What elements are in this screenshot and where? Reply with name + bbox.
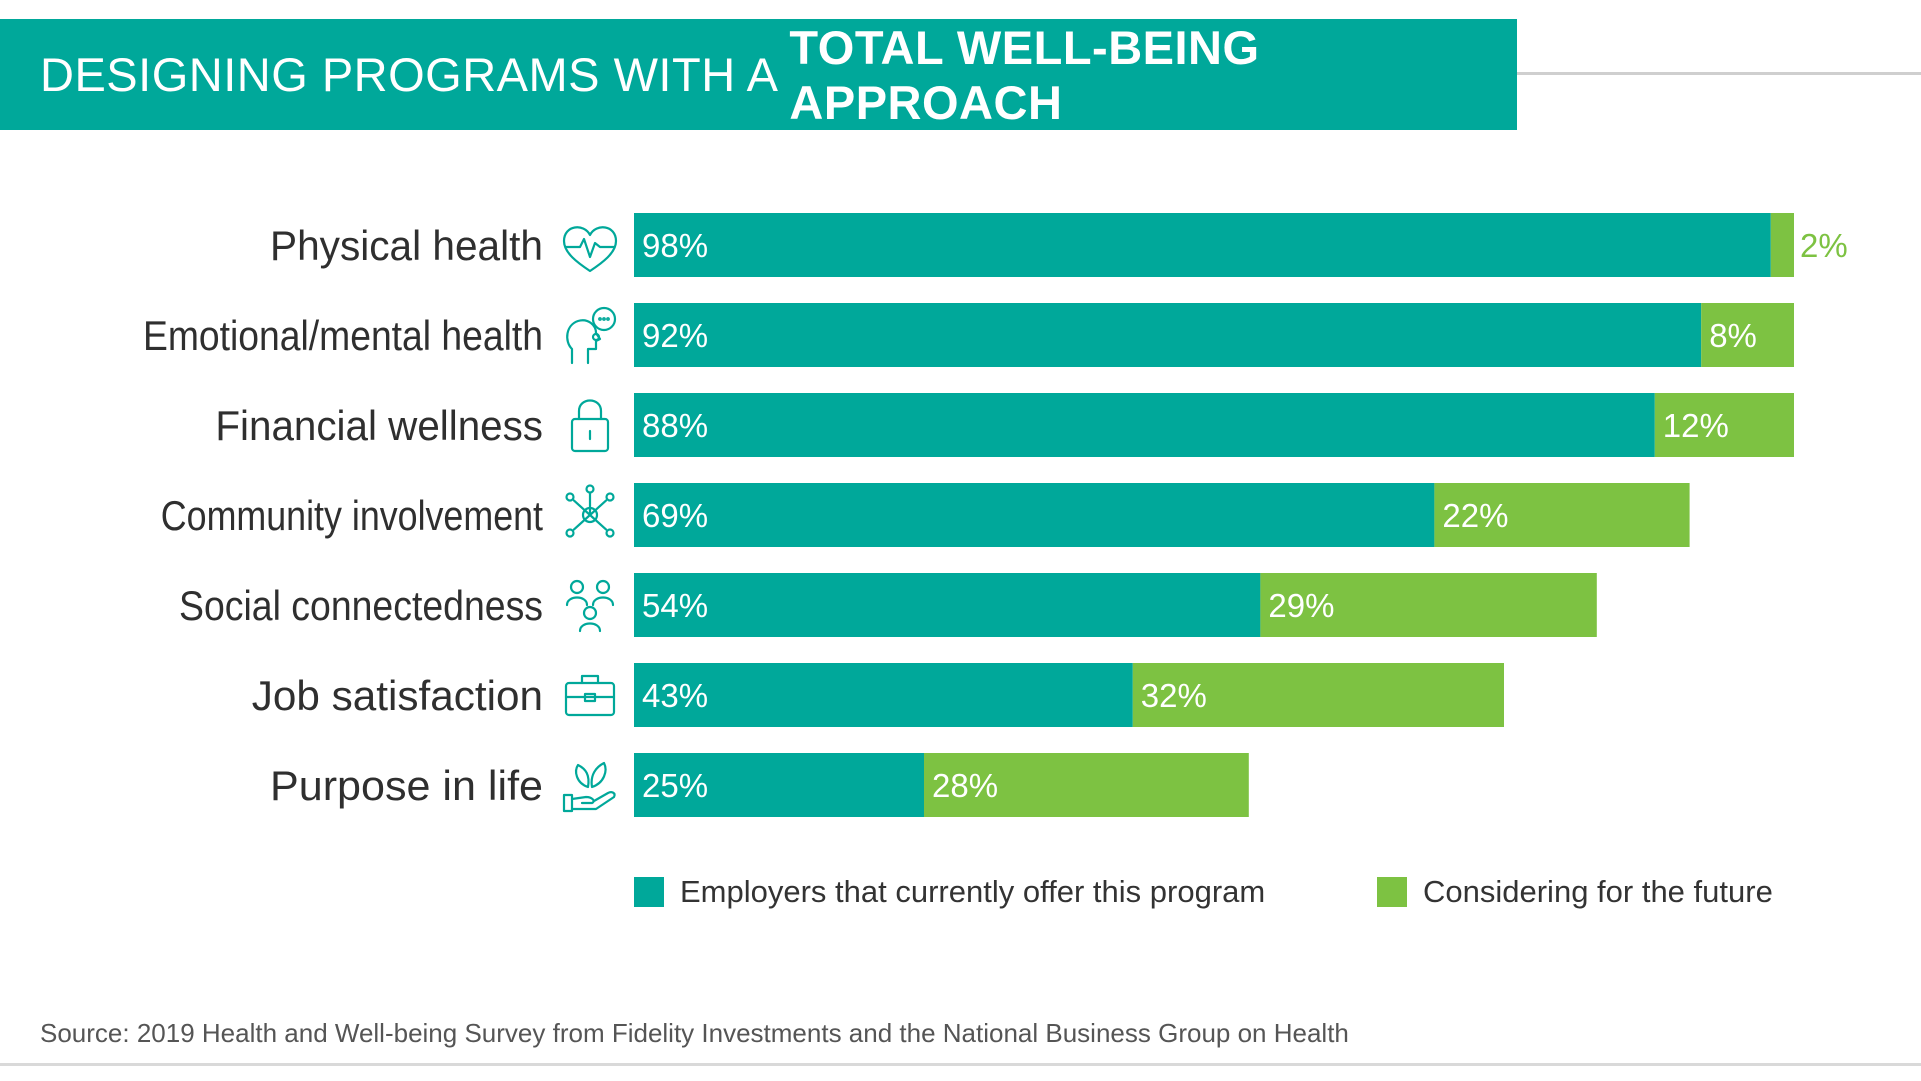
value-label-current-job-satisfaction: 43% xyxy=(642,677,708,714)
title-rule xyxy=(1517,72,1921,75)
category-label-purpose-in-life: Purpose in life xyxy=(270,762,543,809)
bar-current-purpose-in-life xyxy=(634,753,924,817)
bar-future-job-satisfaction xyxy=(1132,663,1504,727)
legend-label-future: Considering for the future xyxy=(1423,874,1773,909)
title-bold: TOTAL WELL-BEING APPROACH xyxy=(789,20,1260,129)
hand-leaf-icon xyxy=(562,761,616,813)
value-label-future-job-satisfaction: 32% xyxy=(1141,677,1207,714)
legend-swatch-current xyxy=(634,877,664,907)
value-label-current-community-involvement: 69% xyxy=(642,497,708,534)
value-label-future-community-involvement: 22% xyxy=(1442,497,1508,534)
thought-bubble-head-icon xyxy=(566,306,617,365)
title-light: DESIGNING PROGRAMS WITH A xyxy=(40,48,790,101)
bar-chart: Physical health 98% 2% Emotional/mental hea… xyxy=(143,213,1848,817)
value-label-current-purpose-in-life: 25% xyxy=(642,767,708,804)
bar-current-financial-wellness xyxy=(634,393,1655,457)
bar-future-community-involvement xyxy=(1434,483,1690,547)
network-icon xyxy=(565,484,615,538)
heart-pulse-icon xyxy=(562,226,618,273)
value-label-current-social-connectedness: 54% xyxy=(642,587,708,624)
source-note: Source: 2019 Health and Well-being Surve… xyxy=(40,1018,1349,1048)
bar-future-emotional-mental-health xyxy=(1701,303,1794,367)
category-label-community-involvement: Community involvement xyxy=(161,492,543,539)
category-label-emotional-mental-health: Emotional/mental health xyxy=(143,312,543,359)
value-label-current-financial-wellness: 88% xyxy=(642,407,708,444)
people-group-icon xyxy=(565,579,615,633)
legend-item-current: Employers that currently offer this prog… xyxy=(634,874,1265,910)
value-label-future-financial-wellness: 12% xyxy=(1663,407,1729,444)
bottom-rule xyxy=(0,1063,1921,1066)
bar-current-social-connectedness xyxy=(634,573,1261,637)
bar-current-job-satisfaction xyxy=(634,663,1133,727)
bar-current-emotional-mental-health xyxy=(634,303,1702,367)
value-label-future-purpose-in-life: 28% xyxy=(932,767,998,804)
category-label-social-connectedness: Social connectedness xyxy=(179,582,543,629)
legend-swatch-future xyxy=(1377,877,1407,907)
bar-current-community-involvement xyxy=(634,483,1435,547)
bar-future-social-connectedness xyxy=(1260,573,1597,637)
briefcase-icon xyxy=(564,674,616,717)
title-banner: DESIGNING PROGRAMS WITH A TOTAL WELL-BEI… xyxy=(0,19,1517,130)
bar-current-physical-health xyxy=(634,213,1771,277)
lock-icon xyxy=(570,399,610,453)
value-label-current-physical-health: 98% xyxy=(642,227,708,264)
value-label-current-emotional-mental-health: 92% xyxy=(642,317,708,354)
category-label-physical-health: Physical health xyxy=(270,222,543,269)
value-label-future-physical-health: 2% xyxy=(1800,227,1848,264)
legend-label-current: Employers that currently offer this prog… xyxy=(680,874,1266,909)
category-label-financial-wellness: Financial wellness xyxy=(215,402,543,449)
bar-future-financial-wellness xyxy=(1654,393,1794,457)
category-label-job-satisfaction: Job satisfaction xyxy=(252,672,543,719)
value-label-future-emotional-mental-health: 8% xyxy=(1709,317,1757,354)
bar-future-physical-health xyxy=(1770,213,1794,277)
bar-future-purpose-in-life xyxy=(924,753,1249,817)
legend-item-future: Considering for the future xyxy=(1377,874,1773,910)
value-label-future-social-connectedness: 29% xyxy=(1268,587,1334,624)
